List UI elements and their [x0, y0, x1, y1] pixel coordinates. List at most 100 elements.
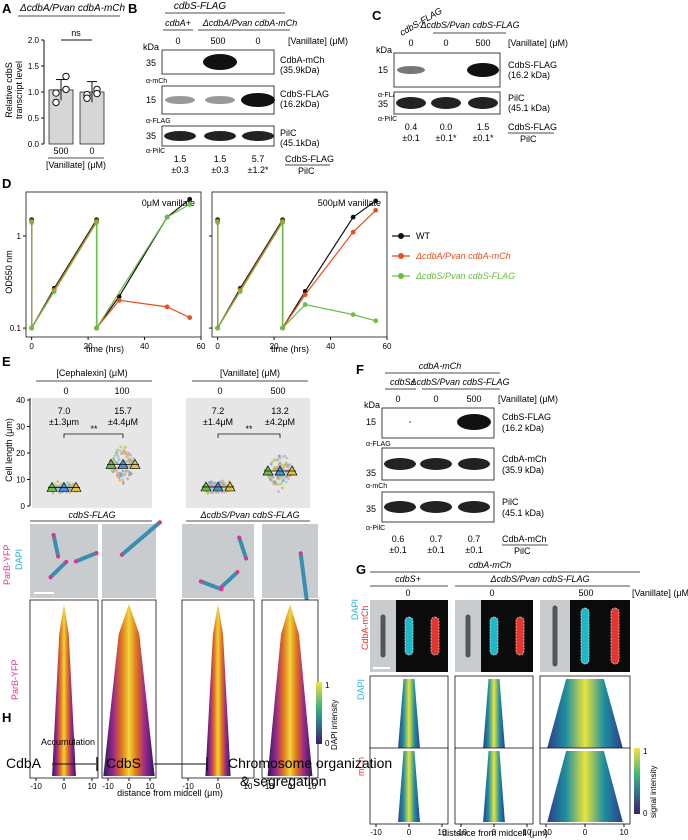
panel-g-ch-mch: CdbA-mCh: [360, 605, 370, 650]
panel-g-col1: cdbS+: [395, 574, 421, 584]
x-tick-label: 40: [326, 342, 335, 351]
cell-dapi: [580, 607, 590, 665]
panel-f-van-3: 500: [466, 394, 481, 404]
panel-c-e3: ±0.1*: [473, 133, 494, 143]
panel-e-colorbar: [316, 682, 322, 744]
panel-b-q1: 1.5: [174, 154, 187, 164]
x-tick-label: 0: [583, 828, 588, 837]
y-tick-label: 0: [21, 502, 26, 511]
panel-a-yticks: 0.0 0.5 1.0 1.5 2.0: [28, 36, 44, 149]
panel-f-q1: 0.6: [392, 534, 405, 544]
panel-f-col1: cdbS+: [390, 377, 416, 387]
cell-dot: [111, 456, 115, 460]
panel-a-sig: ns: [71, 28, 81, 38]
panel-label-g: G: [356, 562, 366, 577]
panel-c-band-label-2: PilC: [508, 93, 525, 103]
panel-f-band-size-1: (16.2 kDa): [502, 423, 544, 433]
panel-a: A ΔcdbA/Pvan cdbA-mCh Relative cdbS tran…: [2, 1, 126, 170]
cell-dapi: [489, 616, 499, 656]
panel-f-q2: 0.7: [430, 534, 443, 544]
x-tick-label: 0: [62, 782, 67, 791]
y-tick-label: 2.0: [28, 36, 40, 45]
cell-dot: [269, 462, 273, 466]
series-point: [350, 214, 356, 220]
panel-label-a: A: [2, 1, 12, 16]
cell-dot: [116, 455, 120, 459]
x-tick-label: 10: [438, 828, 447, 837]
panel-e-bg-2: [186, 398, 310, 508]
panel-c-ratio-bottom: PilC: [520, 134, 537, 144]
cell-dot: [273, 466, 276, 469]
series-point: [116, 297, 122, 303]
x-tick-label: 10: [523, 828, 532, 837]
x-tick-label: 0: [216, 782, 221, 791]
cell-dot: [120, 472, 124, 476]
series-point: [164, 304, 170, 310]
panel-g-row-mch: mCh: [356, 757, 366, 776]
x-tick-label: 10: [146, 782, 155, 791]
x-tick-label: 0: [492, 828, 497, 837]
panel-e-cbar-0: 0: [325, 739, 330, 748]
panel-b-antibody-3: α-PilC: [146, 148, 165, 155]
panel-b-band-label-2: CdbS-FLAG: [280, 89, 329, 99]
cell-dot: [281, 455, 285, 458]
panel-e-sd-3: ±1.4μM: [203, 417, 233, 427]
x-tick-label: -10: [540, 828, 552, 837]
cell-dot: [115, 461, 119, 465]
series-line: [217, 200, 377, 331]
parb-focus: [119, 552, 124, 557]
cell-dot: [119, 445, 123, 449]
replicate-mean: [129, 458, 141, 469]
cell-dot: [123, 473, 127, 476]
panel-b-band-size-3: (45.1kDa): [280, 138, 320, 148]
micrograph: [182, 524, 254, 598]
panel-e-mean-2: 15.7: [114, 406, 132, 416]
panel-b-e2: ±0.3: [211, 165, 228, 175]
panel-b-ratio-bottom: PilC: [298, 166, 315, 176]
panel-b-band-pilc-3: [242, 131, 274, 141]
panel-g-row-dapi: DAPI: [356, 679, 366, 700]
legend-wt: WT: [416, 231, 430, 241]
panel-d-xlabel-1: time (hrs): [86, 344, 124, 354]
panel-g-xlabel: distance from midcell (μm): [442, 828, 548, 838]
y-tick-label: 20: [16, 449, 25, 458]
replicate-mean: [46, 481, 58, 492]
parb-focus: [235, 570, 240, 575]
kymograph: [103, 604, 155, 776]
data-point: [52, 89, 60, 97]
series-point: [373, 198, 379, 204]
panel-c-van-label: [Vanillate] (μM): [508, 38, 568, 48]
panel-d: D OD550 nm 0μM vanillate 0.1 1 0 20 40 60 500μM…: [2, 176, 515, 354]
cell-dot: [274, 459, 278, 462]
micrograph: [30, 524, 98, 598]
cell-dot: [126, 469, 129, 473]
plot-title: 0μM vanillate: [142, 198, 195, 208]
replicate-mean: [200, 481, 212, 492]
panel-d-ylabel: OD550 nm: [4, 250, 14, 294]
panel-b-q2: 1.5: [214, 154, 227, 164]
cell-dot: [121, 469, 125, 473]
panel-f-band-label-2: CdbA-mCh: [502, 454, 547, 464]
panel-g-van-1: 0: [405, 588, 410, 598]
panel-h-edge-label: Accumulation: [41, 737, 95, 747]
panel-label-f: F: [356, 362, 364, 377]
micrograph: [262, 524, 318, 598]
panel-g-van-3: 500: [578, 588, 593, 598]
replicate-mean: [274, 465, 286, 476]
series-point: [350, 229, 356, 235]
plot-frame: [25, 191, 202, 338]
data-point: [62, 72, 70, 81]
y-tick-label: 0.0: [28, 140, 40, 149]
panel-e-strain-2: ΔcdbS/Pvan cdbS-FLAG: [199, 510, 299, 520]
panel-f-band-mch-1: [384, 458, 416, 470]
cell-dot: [122, 448, 126, 452]
x-tick-label: 20: [84, 342, 93, 351]
cell-dot: [273, 480, 277, 484]
series-line: [31, 218, 190, 331]
panel-f-van-2: 0: [433, 394, 438, 404]
panel-f-band-size-3: (45.1 kDa): [502, 508, 544, 518]
panel-b-marker-2: 15: [146, 95, 156, 105]
panel-c-e2: ±0.1*: [436, 133, 457, 143]
x-tick-label: 10: [620, 828, 629, 837]
panel-e: E [Cephalexin] (μM) [Vanillate] (μM) 0 1…: [2, 354, 339, 798]
